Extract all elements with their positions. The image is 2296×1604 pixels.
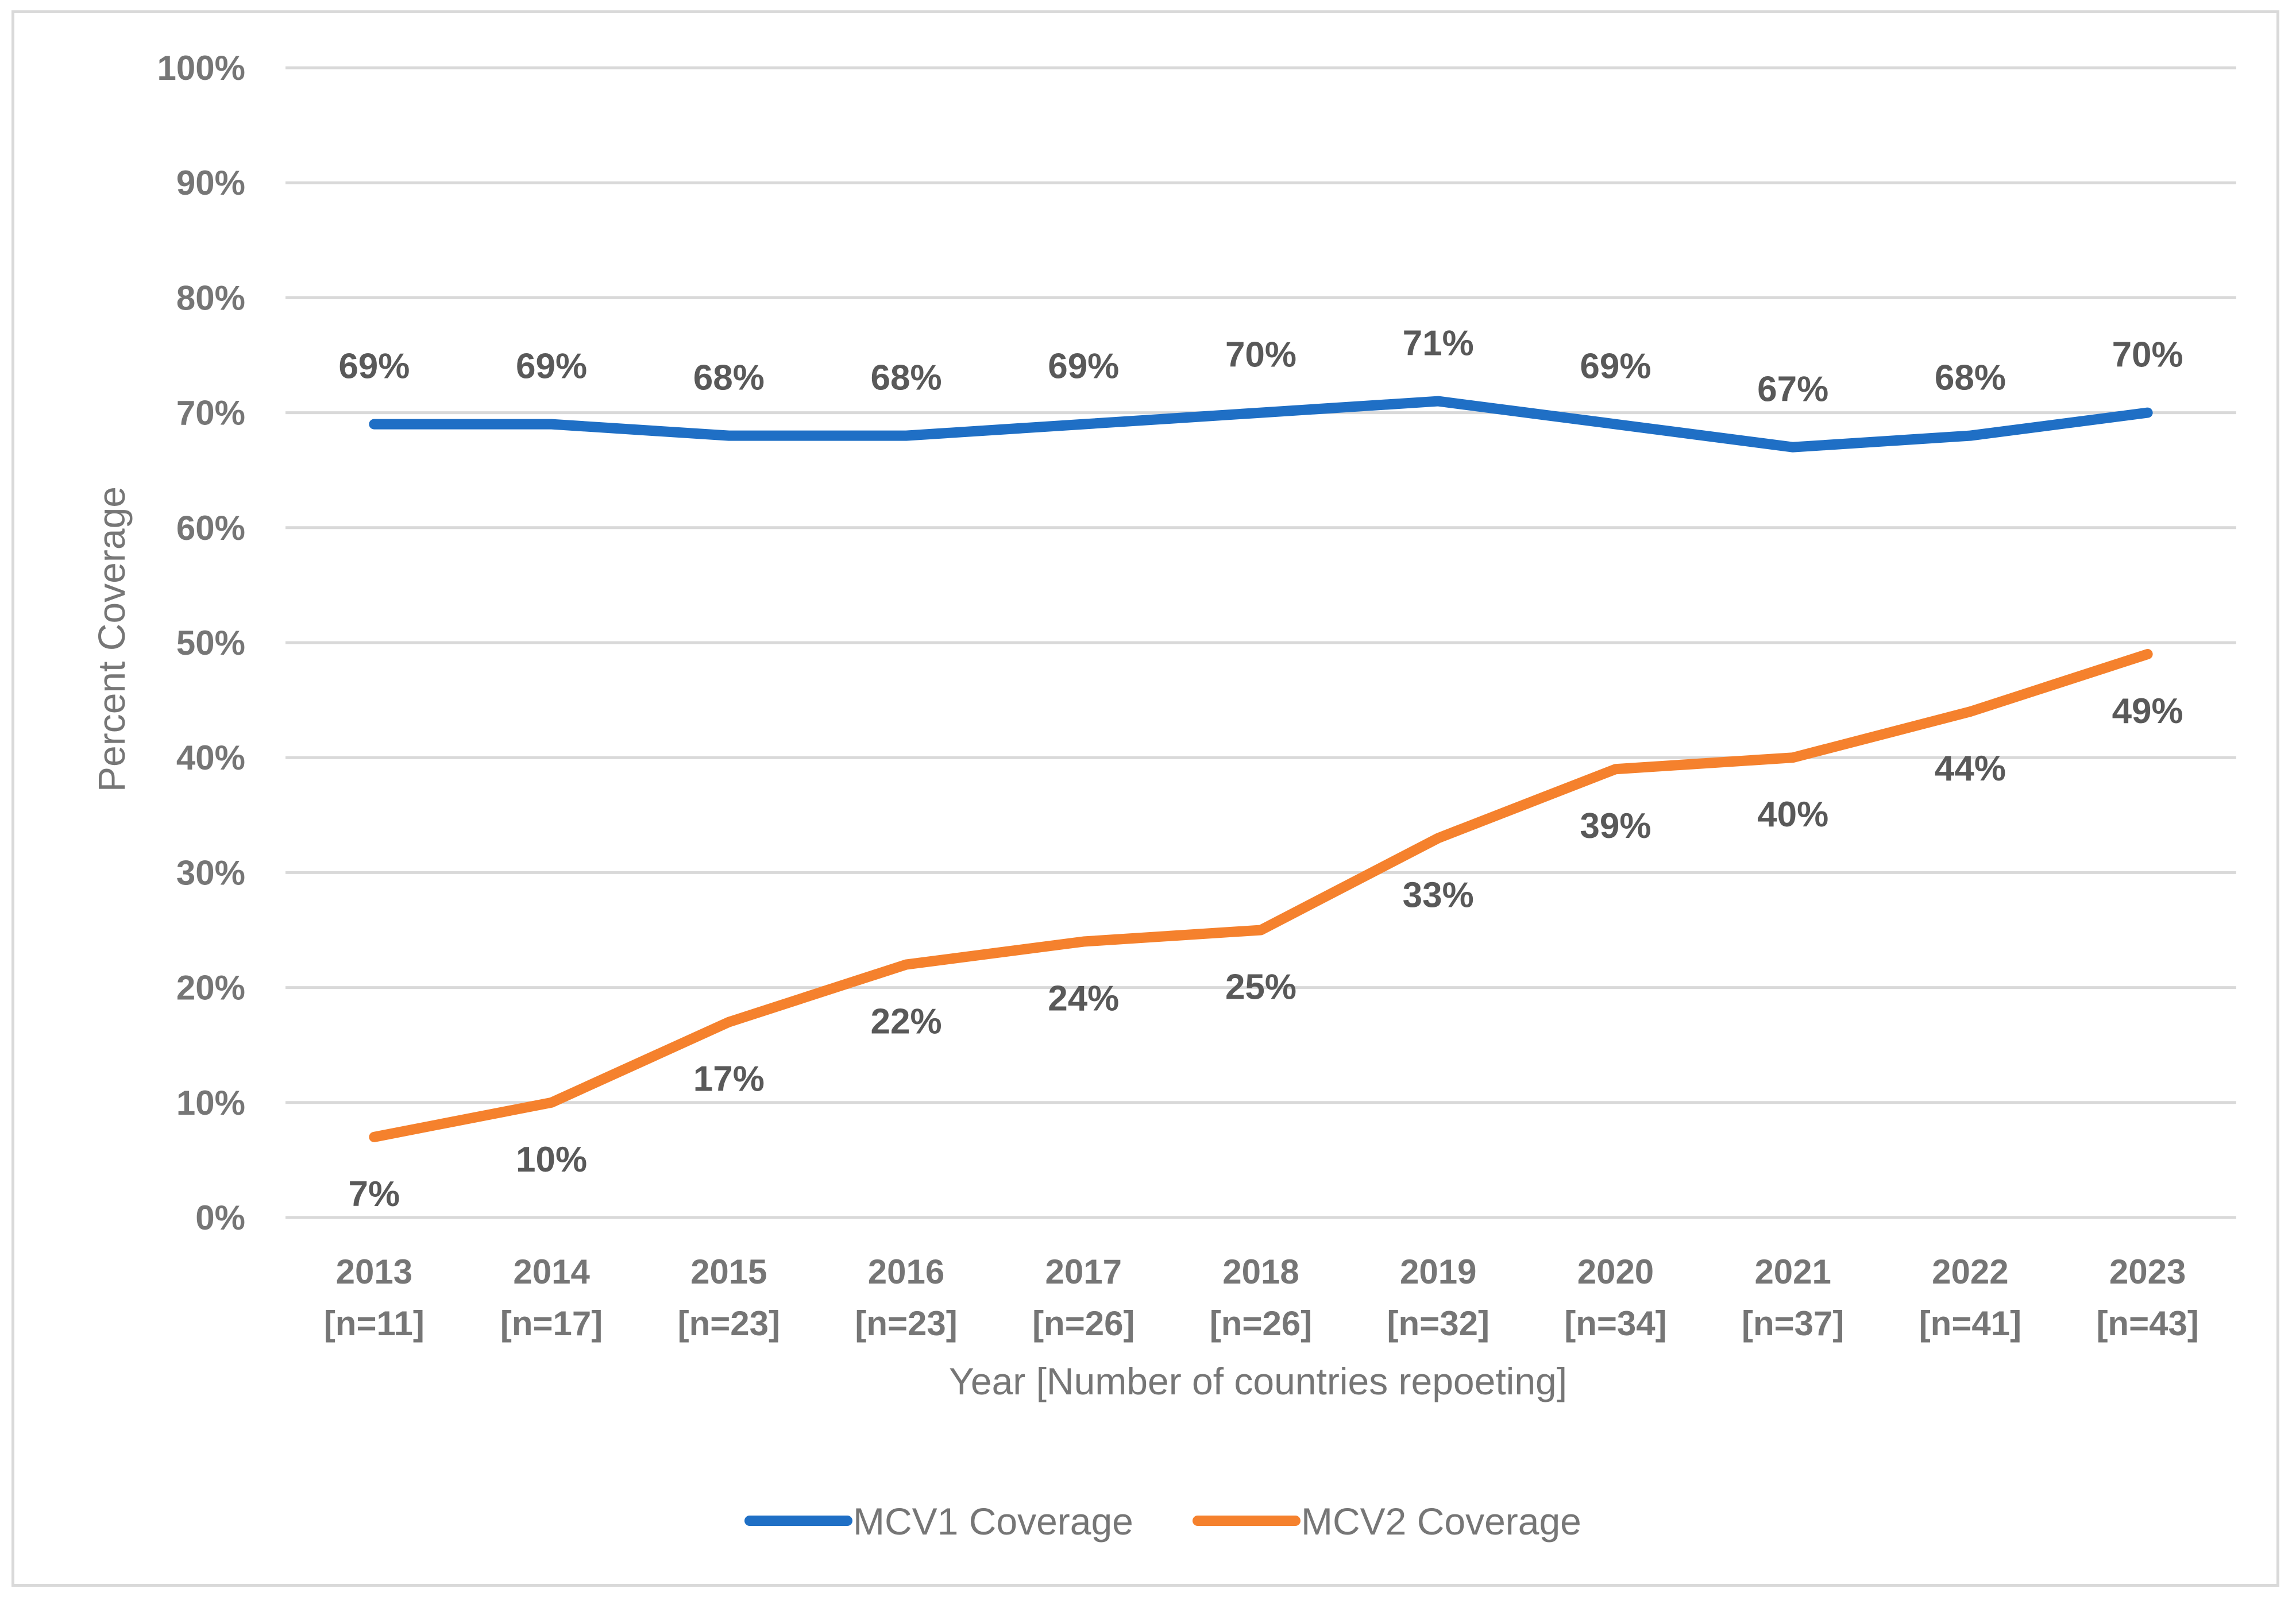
x-tick-label: 2017: [1045, 1253, 1122, 1291]
y-tick-label: 0%: [195, 1199, 245, 1237]
data-label: 49%: [2112, 691, 2183, 731]
y-tick-label: 50%: [176, 624, 245, 662]
x-tick-sublabel: [n=34]: [1564, 1304, 1666, 1343]
x-tick-label: 2015: [690, 1253, 767, 1291]
x-tick-sublabel: [n=32]: [1387, 1304, 1489, 1343]
data-label: 22%: [870, 1002, 941, 1042]
x-tick-label: 2019: [1400, 1253, 1476, 1291]
x-tick-label: 2018: [1222, 1253, 1299, 1291]
y-tick-label: 10%: [176, 1084, 245, 1122]
y-axis-title: Percent Coverage: [90, 486, 133, 792]
x-tick-label: 2023: [2109, 1253, 2186, 1291]
data-labels: 69% 69% 68% 68% 69% 70% 71% 69% 67% 68% 70% 7% 10% 17…: [338, 324, 2183, 1214]
x-tick-label: 2013: [336, 1253, 412, 1291]
x-tick-sublabel: [n=23]: [855, 1304, 957, 1343]
y-tick-label: 90%: [176, 164, 245, 202]
data-label: 71%: [1403, 324, 1474, 364]
x-tick-sublabel: [n=41]: [1919, 1304, 2021, 1343]
data-label: 10%: [516, 1140, 587, 1180]
x-axis-ticks: 2013 [n=11] 2014 [n=17] 2015 [n=23] 2016 [n=23]…: [324, 1253, 2199, 1343]
x-axis-title: Year [Number of countries repoeting]: [949, 1360, 1567, 1402]
data-label: 69%: [516, 347, 587, 386]
x-tick-sublabel: [n=26]: [1210, 1304, 1312, 1343]
x-tick-label: 2016: [868, 1253, 944, 1291]
y-tick-label: 100%: [157, 49, 245, 87]
series-line-1: [369, 396, 2153, 453]
x-tick-sublabel: [n=43]: [2096, 1304, 2198, 1343]
x-tick-label: 2022: [1932, 1253, 2008, 1291]
data-label: 69%: [1580, 347, 1651, 386]
data-label: 69%: [1048, 347, 1119, 386]
y-tick-label: 20%: [176, 969, 245, 1007]
x-tick-label: 2021: [1754, 1253, 1831, 1291]
data-label: 25%: [1225, 968, 1296, 1007]
data-label: 68%: [693, 358, 765, 398]
data-label: 44%: [1935, 749, 2006, 789]
series-lines: [369, 396, 2153, 1142]
legend-label: MCV2 Coverage: [1301, 1500, 1581, 1543]
data-label: 40%: [1757, 795, 1828, 834]
x-tick-label: 2014: [513, 1253, 590, 1291]
gridlines: [285, 66, 2236, 1219]
data-label: 69%: [338, 347, 410, 386]
series-line-2: [369, 649, 2153, 1142]
data-label: 70%: [2112, 335, 2183, 375]
chart-frame: 0% 10% 20% 30% 40% 50% 60% 70% 80% 90% 100% 2013 [n…: [11, 10, 2279, 1587]
x-tick-sublabel: [n=37]: [1742, 1304, 1844, 1343]
data-label: 33%: [1403, 875, 1474, 915]
y-tick-label: 80%: [176, 279, 245, 317]
data-label: 68%: [1935, 358, 2006, 398]
data-label: 17%: [693, 1060, 765, 1099]
x-tick-sublabel: [n=17]: [500, 1304, 603, 1343]
data-label: 24%: [1048, 979, 1119, 1019]
x-tick-sublabel: [n=23]: [678, 1304, 780, 1343]
y-tick-label: 70%: [176, 394, 245, 432]
legend: MCV1 Coverage MCV2 Coverage: [744, 1500, 1581, 1543]
data-label: 70%: [1225, 335, 1296, 375]
data-label: 68%: [870, 358, 941, 398]
y-tick-label: 60%: [176, 509, 245, 547]
x-tick-sublabel: [n=26]: [1032, 1304, 1135, 1343]
y-tick-label: 30%: [176, 853, 245, 892]
x-tick-sublabel: [n=11]: [324, 1304, 425, 1343]
x-tick-label: 2020: [1577, 1253, 1654, 1291]
data-label: 39%: [1580, 806, 1651, 846]
legend-label: MCV1 Coverage: [853, 1500, 1133, 1543]
data-label: 7%: [349, 1174, 400, 1214]
y-axis-ticks: 0% 10% 20% 30% 40% 50% 60% 70% 80% 90% 100%: [157, 49, 245, 1237]
y-tick-label: 40%: [176, 739, 245, 777]
line-chart: 0% 10% 20% 30% 40% 50% 60% 70% 80% 90% 100% 2013 [n…: [90, 49, 2236, 1543]
data-label: 67%: [1757, 370, 1828, 409]
